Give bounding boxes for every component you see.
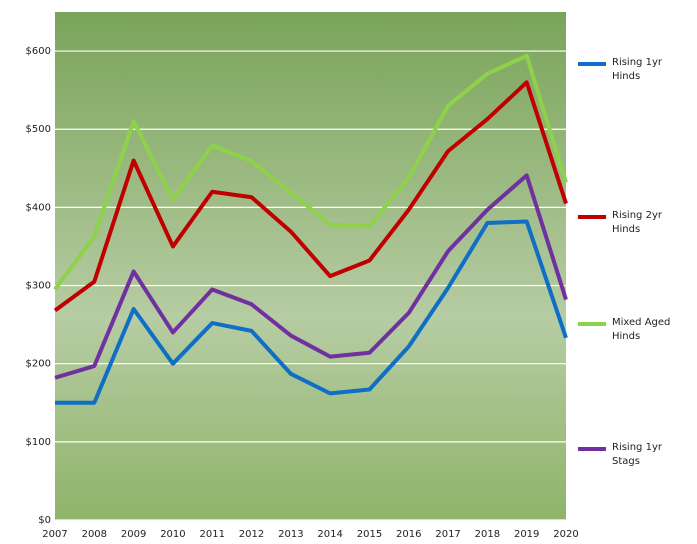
legend-label: Rising 1yr Hinds [612, 57, 662, 82]
legend-label: Rising 2yr Hinds [612, 210, 662, 235]
x-tick-label: 2018 [475, 529, 500, 540]
x-tick-label: 2008 [82, 529, 107, 540]
legend-swatch [578, 322, 606, 326]
legend-label: Mixed Aged Hinds [612, 317, 671, 342]
y-tick-label: $300 [26, 281, 51, 292]
x-tick-label: 2009 [121, 529, 146, 540]
plot-background [55, 12, 566, 520]
legend-item: Rising 2yr Hinds [578, 210, 668, 251]
y-tick-label: $100 [26, 437, 51, 448]
x-tick-label: 2015 [357, 529, 382, 540]
y-tick-label: $0 [38, 515, 51, 526]
x-tick-label: 2020 [553, 529, 578, 540]
legend-label: Rising 1yr Stags [612, 442, 662, 467]
x-tick-label: 2016 [396, 529, 421, 540]
x-tick-label: 2017 [435, 529, 460, 540]
series-line [53, 53, 568, 291]
legend-swatch [578, 447, 606, 451]
x-tick-label: 2014 [317, 529, 342, 540]
y-tick-label: $400 [26, 202, 51, 213]
x-tick-label: 2013 [278, 529, 303, 540]
y-tick-label: $500 [26, 124, 51, 135]
x-tick-label: 2011 [200, 529, 225, 540]
x-tick-label: 2010 [160, 529, 185, 540]
series-line [53, 80, 568, 313]
x-tick-label: 2019 [514, 529, 539, 540]
y-tick-label: $200 [26, 359, 51, 370]
y-tick-label: $600 [26, 46, 51, 57]
series-line [54, 173, 568, 380]
legend-swatch [578, 62, 606, 66]
series-line [55, 219, 568, 405]
legend-item: Rising 1yr Stags [578, 442, 668, 483]
x-tick-label: 2007 [42, 529, 67, 540]
legend-item: Mixed Aged Hinds [578, 317, 670, 358]
legend-swatch [578, 215, 606, 219]
legend-item: Rising 1yr Hinds [578, 57, 668, 98]
x-tick-label: 2012 [239, 529, 264, 540]
